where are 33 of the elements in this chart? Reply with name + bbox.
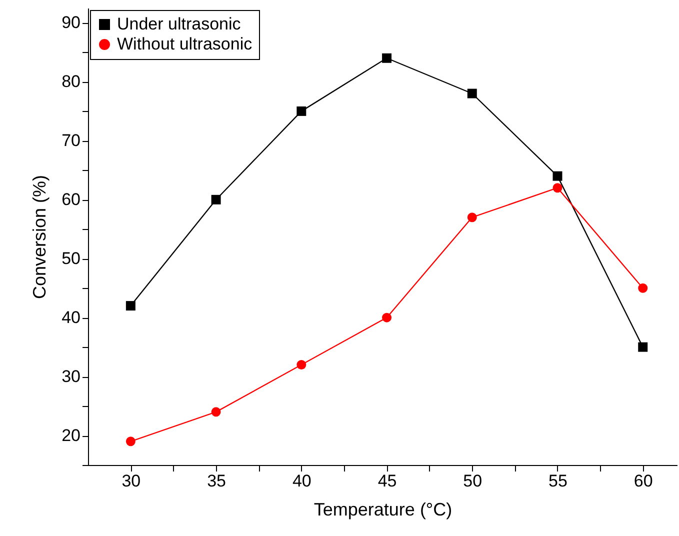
point <box>126 301 136 311</box>
x-tick-label: 40 <box>292 472 312 490</box>
y-axis-title: Conversion (%) <box>30 174 50 300</box>
point <box>638 342 648 352</box>
x-axis-title: Temperature (°C) <box>314 500 452 520</box>
point <box>467 88 477 98</box>
legend-label: Without ultrasonic <box>117 34 253 54</box>
point <box>296 106 306 116</box>
legend-label: Under ultrasonic <box>117 14 242 34</box>
point <box>211 194 221 204</box>
y-tick-label: 60 <box>62 190 80 210</box>
y-tick-label: 70 <box>62 131 80 150</box>
y-tick-label: 80 <box>62 72 80 92</box>
point <box>126 436 136 446</box>
point <box>552 171 562 181</box>
x-tick-label: 50 <box>463 472 482 490</box>
y-tick-label: 20 <box>62 426 80 446</box>
point <box>382 312 392 322</box>
point <box>296 360 306 370</box>
y-tick-label: 40 <box>62 308 80 328</box>
y-tick-label: 90 <box>62 13 80 32</box>
x-tick-label: 35 <box>207 472 226 490</box>
x-tick-label: 30 <box>122 472 141 490</box>
x-tick-label: 60 <box>634 472 653 490</box>
point <box>638 283 648 293</box>
y-tick-label: 30 <box>62 367 80 386</box>
point <box>382 53 392 63</box>
point <box>211 407 221 417</box>
x-tick-label: 45 <box>378 472 397 490</box>
point <box>467 212 477 222</box>
x-tick-label: 55 <box>548 472 568 490</box>
y-tick-label: 50 <box>62 249 80 268</box>
point <box>552 183 562 193</box>
